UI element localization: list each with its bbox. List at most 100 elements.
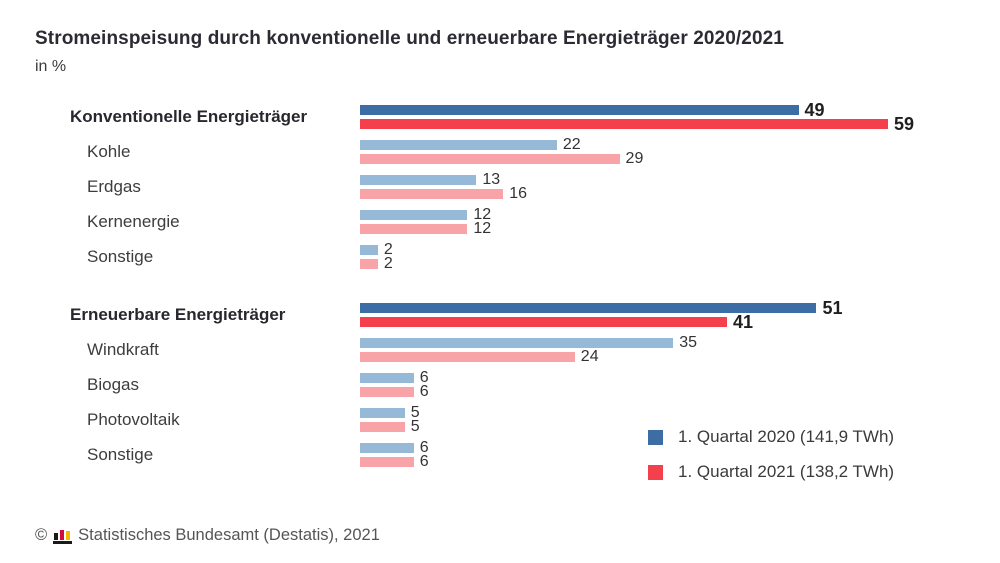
category-label: Windkraft [87,340,159,359]
value-label-2020: 35 [679,334,698,351]
value-label-2021: 41 [732,312,753,332]
bar-group-2: Erneuerbare Energieträger 51 41 Windkraft 35… [35,298,965,470]
bar-line: 41 [360,312,842,332]
bar-line: 51 [360,298,843,318]
legend-item-2021: 1. Quartal 2021 (138,2 TWh) [648,462,894,482]
value-label-2020: 22 [562,136,581,153]
bar-line: 2 [360,255,393,272]
bar-pair: 35 24 [360,334,698,365]
value-label-2021: 5 [410,418,420,435]
bar-2021 [360,154,620,164]
bar-line: 6 [360,383,429,400]
category-label: Biogas [87,375,139,394]
bar-pair: 49 59 [360,100,915,134]
chart-unit-subtitle: in % [35,58,67,75]
group-header-row: Erneuerbare Energieträger 51 41 [35,298,965,332]
value-label-2020: 2 [383,241,393,258]
bar-pair: 51 41 [360,298,843,332]
bar-line: 6 [360,369,429,386]
value-label-2020: 13 [482,171,501,188]
bar-2020 [360,210,468,220]
chart-row: Sonstige 2 2 [35,241,965,272]
bar-line: 49 [360,100,914,120]
footer-copyright: © Statistisches Bundesamt (Destatis), 20… [35,526,380,545]
category-label: Erdgas [87,177,141,196]
legend-item-2020: 1. Quartal 2020 (141,9 TWh) [648,427,894,447]
value-label-2021: 59 [894,114,915,134]
bar-line: 59 [360,114,915,134]
value-label-2020: 6 [419,439,429,456]
grouped-bar-chart: Konventionelle Energieträger 49 59 Kohle 22 2… [35,100,965,478]
bar-2020 [360,373,414,383]
bar-line: 13 [360,171,527,188]
bar-2020 [360,303,817,313]
value-label-2021: 29 [625,150,644,167]
bar-line: 5 [360,418,420,435]
bar-pair: 13 16 [360,171,527,202]
value-label-2020: 6 [419,369,429,386]
bar-line: 2 [360,241,393,258]
value-label-2021: 16 [509,185,527,202]
bar-line: 29 [360,150,644,167]
category-label: Sonstige [87,247,154,266]
bar-2021 [360,317,727,327]
chart-row: Windkraft 35 24 [35,334,965,365]
bar-2021 [360,387,414,397]
bar-2021 [360,422,405,432]
page-title: Stromeinspeisung durch konventionelle un… [35,28,784,49]
bar-line: 5 [360,404,420,421]
copyright-symbol: © [35,526,48,544]
chart-row: Erdgas 13 16 [35,171,965,202]
value-label-2021: 12 [473,220,492,237]
bar-pair: 12 12 [360,207,492,237]
category-label: Erneuerbare Energieträger [70,305,286,324]
bar-line: 12 [360,220,492,237]
chart-row: Sonstige 6 6 [35,439,965,470]
chart-row: Photovoltaik 5 5 [35,404,965,435]
bar-2020 [360,245,378,255]
value-label-2020: 5 [410,404,420,421]
bar-line: 35 [360,334,698,351]
value-label-2021: 6 [419,453,429,470]
bar-line: 22 [360,136,643,153]
bar-line: 12 [360,207,491,223]
value-label-2020: 51 [822,298,843,318]
bar-2021 [360,457,414,467]
bar-line: 6 [360,439,429,456]
footer-source-text: Statistisches Bundesamt (Destatis), 2021 [78,526,380,544]
chart-row: Kohle 22 29 [35,136,965,167]
bar-2020 [360,338,674,348]
bar-line: 16 [360,185,527,202]
bar-2021 [360,352,575,362]
legend-swatch-2021 [648,464,663,480]
group-header-row: Konventionelle Energieträger 49 59 [35,100,965,134]
legend: 1. Quartal 2020 (141,9 TWh) 1. Quartal 2… [648,427,894,482]
bar-2021 [360,119,889,129]
destatis-bar-chart-logo-icon [53,528,73,544]
bar-line: 24 [360,348,697,365]
bar-group-1: Konventionelle Energieträger 49 59 Kohle 22 2… [35,100,965,272]
value-label-2020: 49 [804,100,825,120]
legend-label-2020: 1. Quartal 2020 (141,9 TWh) [678,427,895,446]
bar-2020 [360,105,799,115]
value-label-2021: 2 [383,255,393,272]
value-label-2021: 6 [419,383,429,400]
bar-2021 [360,224,468,234]
chart-row: Kernenergie 12 12 [35,207,965,237]
category-label: Konventionelle Energieträger [70,107,308,126]
value-label-2021: 24 [580,348,599,365]
category-label: Photovoltaik [87,410,180,429]
bar-pair: 22 29 [360,136,644,167]
legend-label-2021: 1. Quartal 2021 (138,2 TWh) [678,462,895,481]
category-label: Kernenergie [87,212,180,231]
legend-swatch-2020 [648,429,663,445]
category-label: Sonstige [87,445,154,464]
bar-2020 [360,140,557,150]
bar-2021 [360,189,504,199]
bar-2020 [360,175,477,185]
chart-row: Biogas 6 6 [35,369,965,400]
